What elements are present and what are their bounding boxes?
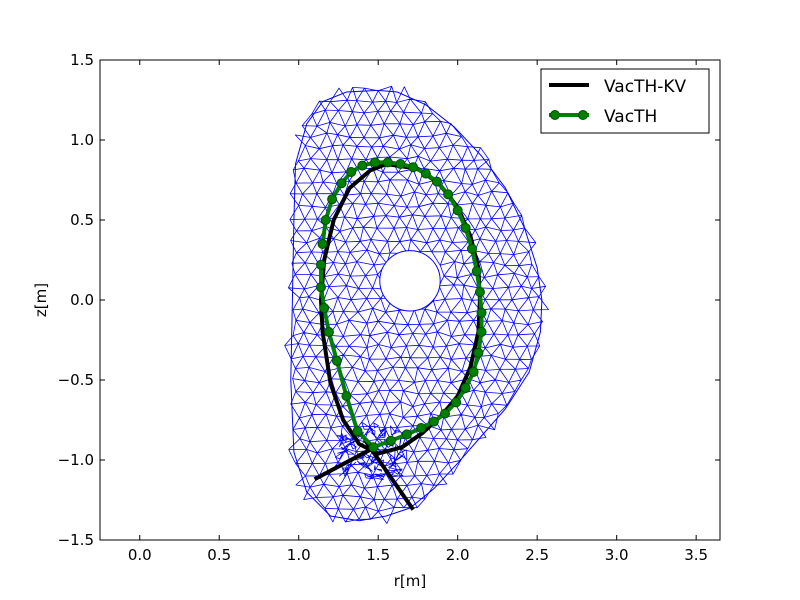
series-vacth-point — [416, 423, 427, 433]
x-tick-label: 3.5 — [684, 546, 708, 564]
series-vacth-point — [395, 159, 406, 169]
x-tick-label: 3.0 — [605, 546, 629, 564]
x-tick-label: 0.5 — [207, 546, 231, 564]
series-vacth-point — [323, 327, 334, 337]
series-vacth-point — [471, 266, 482, 277]
x-tick-label: 2.0 — [446, 546, 470, 564]
x-tick-label: 0.0 — [128, 546, 152, 564]
y-axis: −1.5 −1.0 −0.5 0.0 0.5 1.0 1.5 — [58, 51, 720, 549]
series-vacth-point — [315, 282, 326, 293]
series-vacth-kv-leg-1 — [313, 445, 376, 481]
series-vacth-point — [451, 397, 462, 408]
series-vacth-point — [452, 205, 463, 216]
series-vacth-point — [319, 303, 330, 313]
series-vacth-kv-leg-2 — [363, 439, 415, 511]
series-vacth-point — [341, 391, 352, 401]
legend-label-vacth-kv: VacTH-KV — [604, 77, 687, 97]
y-tick-label: 0.0 — [70, 291, 94, 309]
y-tick-label: −1.0 — [58, 451, 94, 469]
series-vacth-point — [428, 416, 439, 427]
series-vacth-point — [385, 435, 396, 446]
series-vacth-point — [315, 259, 326, 270]
series-vacth-point — [473, 347, 484, 358]
legend: VacTH-KV VacTH — [540, 68, 710, 134]
series-vacth-point — [460, 383, 471, 393]
series-vacth-point — [476, 327, 487, 337]
series-vacth-point — [352, 426, 363, 437]
x-axis: 0.0 0.5 1.0 1.5 2.0 2.5 3.0 3.5 — [128, 60, 708, 564]
series-vacth-point — [408, 162, 419, 173]
series-vacth-point — [432, 176, 443, 187]
series-vacth-point — [327, 194, 338, 205]
series-vacth-point — [346, 167, 357, 177]
mesh-hole — [379, 250, 441, 312]
legend-marker-vacth-2 — [578, 110, 588, 120]
series-vacth-point — [320, 215, 331, 225]
series-vacth-point — [467, 243, 477, 254]
series-vacth-point — [368, 442, 379, 453]
mesh-triangles — [284, 85, 549, 524]
x-tick-label: 1.5 — [366, 546, 390, 564]
legend-label-vacth: VacTH — [604, 107, 657, 127]
x-tick-label: 1.0 — [287, 546, 311, 564]
series-vacth-point — [370, 157, 381, 168]
y-tick-label: 0.5 — [70, 211, 94, 229]
series-vacth-point — [317, 239, 328, 249]
mesh-outer-boundary — [290, 89, 543, 522]
legend-box — [540, 68, 710, 134]
series-vacth-point — [336, 178, 347, 189]
y-axis-label: z[m] — [32, 283, 50, 317]
series-layer — [313, 157, 487, 511]
mesh — [284, 85, 549, 524]
x-axis-label: r[m] — [394, 572, 426, 590]
series-vacth-point — [439, 408, 450, 419]
legend-marker-vacth-1 — [550, 110, 560, 120]
series-vacth-point — [460, 223, 471, 233]
series-vacth-point — [476, 307, 487, 318]
series-vacth-point — [357, 160, 368, 171]
y-tick-label: −1.5 — [58, 531, 94, 549]
y-tick-label: −0.5 — [58, 371, 94, 389]
series-vacth-point — [443, 189, 454, 200]
y-tick-label: 1.0 — [70, 131, 94, 149]
series-vacth-point — [474, 287, 485, 297]
series-vacth-kv-line — [319, 162, 482, 456]
series-vacth-point — [420, 168, 431, 179]
series-vacth-point — [401, 429, 412, 440]
series-vacth-point — [331, 355, 342, 366]
series-vacth-point — [468, 367, 479, 377]
x-tick-label: 2.5 — [525, 546, 549, 564]
y-tick-label: 1.5 — [70, 51, 94, 69]
series-vacth-point — [382, 157, 393, 168]
